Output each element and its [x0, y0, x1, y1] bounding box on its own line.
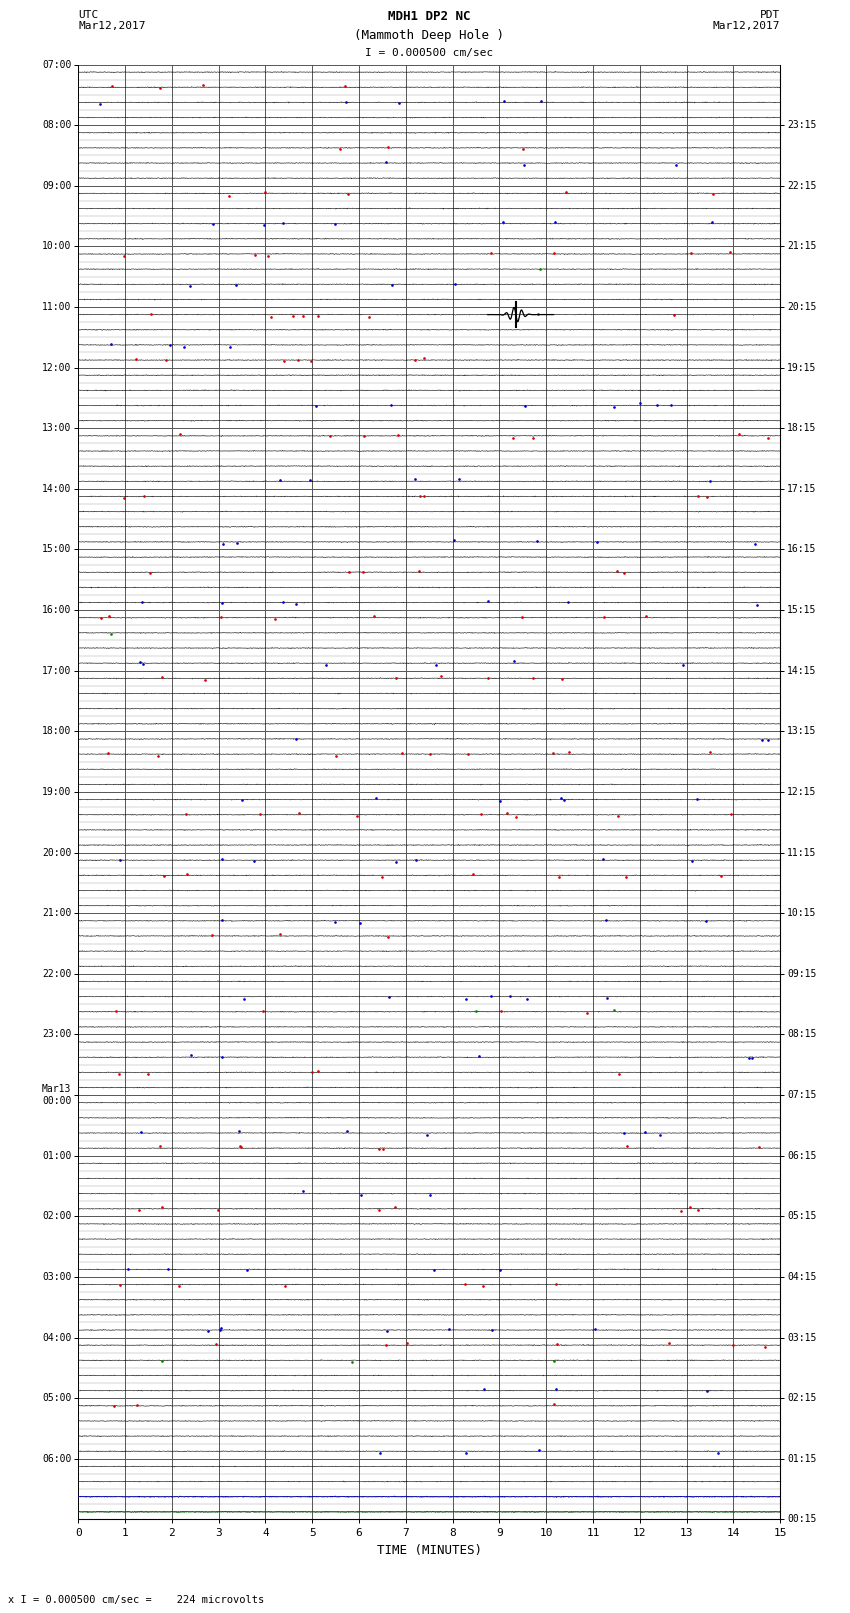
Text: MDH1 DP2 NC: MDH1 DP2 NC: [388, 10, 471, 23]
Text: I = 0.000500 cm/sec: I = 0.000500 cm/sec: [366, 48, 493, 58]
Text: PDT
Mar12,2017: PDT Mar12,2017: [713, 10, 780, 31]
Text: x I = 0.000500 cm/sec =    224 microvolts: x I = 0.000500 cm/sec = 224 microvolts: [8, 1595, 264, 1605]
Text: UTC
Mar12,2017: UTC Mar12,2017: [78, 10, 145, 31]
Text: (Mammoth Deep Hole ): (Mammoth Deep Hole ): [354, 29, 504, 42]
X-axis label: TIME (MINUTES): TIME (MINUTES): [377, 1544, 482, 1557]
